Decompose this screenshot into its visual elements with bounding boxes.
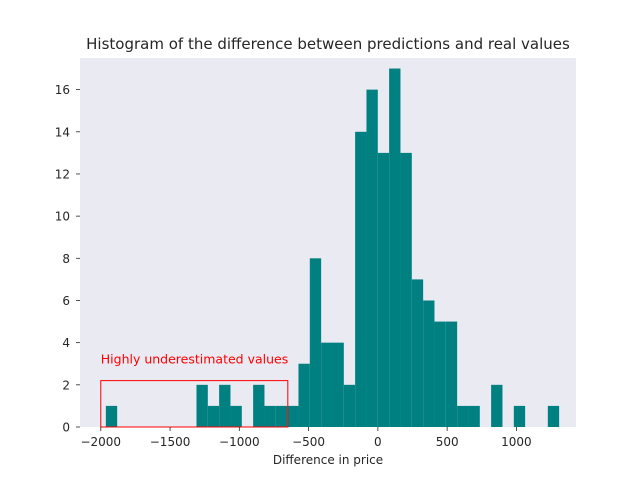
histogram-bar xyxy=(491,384,503,427)
histogram-bar xyxy=(366,89,378,427)
histogram-bar xyxy=(264,405,276,427)
histogram-bar xyxy=(332,342,344,427)
histogram-bar xyxy=(309,258,322,427)
annotation-label: Highly underestimated values xyxy=(101,352,288,367)
y-tick-label: 10 xyxy=(55,210,70,224)
histogram-bar xyxy=(468,405,480,427)
histogram-bar xyxy=(400,152,412,427)
histogram-bar xyxy=(219,384,231,427)
histogram-bar xyxy=(253,384,265,427)
y-tick-label: 16 xyxy=(55,83,70,97)
x-axis-ticks: −2000 −1500 −1000 −500 0 500 1000 xyxy=(80,427,532,449)
y-axis-ticks: 0 2 4 6 8 10 12 14 16 xyxy=(55,83,80,435)
y-tick-label: 14 xyxy=(55,125,70,139)
annotations: Highly underestimated values xyxy=(100,352,289,428)
x-tick-label: −500 xyxy=(292,435,325,449)
x-tick-label: 0 xyxy=(374,435,382,449)
histogram-bar xyxy=(287,405,299,427)
y-tick-label: 0 xyxy=(62,421,70,435)
x-tick-label: −1000 xyxy=(219,435,260,449)
y-tick-label: 2 xyxy=(62,378,70,392)
histogram-bar xyxy=(423,300,435,427)
histogram-bars xyxy=(105,68,560,428)
histogram-bar xyxy=(411,279,424,427)
y-tick-label: 12 xyxy=(55,167,70,181)
annotation-box xyxy=(100,380,289,428)
x-tick-label: −2000 xyxy=(80,435,121,449)
histogram-bar xyxy=(196,384,208,427)
histogram-bar xyxy=(547,405,560,427)
histogram-bar xyxy=(355,131,367,428)
y-tick-label: 6 xyxy=(62,294,70,308)
histogram-bar xyxy=(434,321,446,427)
histogram-bar xyxy=(298,363,310,427)
x-axis-label: Difference in price xyxy=(273,453,383,467)
histogram-bar xyxy=(445,321,458,427)
histogram-bar xyxy=(207,405,220,427)
chart-title: Histogram of the difference between pred… xyxy=(86,35,570,53)
histogram-bar xyxy=(513,405,526,427)
x-tick-label: 500 xyxy=(436,435,459,449)
histogram-bar xyxy=(389,68,401,427)
histogram-bar xyxy=(230,405,242,427)
histogram-bar xyxy=(457,405,469,427)
x-tick-label: −1500 xyxy=(150,435,191,449)
y-tick-label: 8 xyxy=(62,252,70,266)
y-tick-label: 4 xyxy=(62,336,70,350)
histogram-bar xyxy=(377,152,390,427)
histogram-bar xyxy=(105,405,118,427)
x-tick-label: 1000 xyxy=(501,435,532,449)
histogram-bar xyxy=(321,342,333,427)
histogram-bar xyxy=(275,405,288,427)
histogram-bar xyxy=(343,384,356,427)
